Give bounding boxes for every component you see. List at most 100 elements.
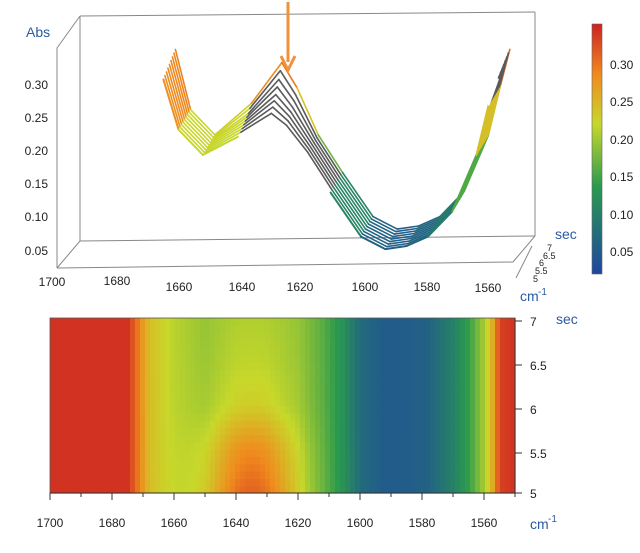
heatmap-cell xyxy=(90,369,96,377)
heatmap-cell xyxy=(90,383,96,392)
heatmap-cell xyxy=(305,354,311,363)
heatmap-cell xyxy=(470,376,476,385)
heatmap-cell xyxy=(460,478,466,487)
heatmap-cell xyxy=(205,427,211,436)
heatmap-cell xyxy=(290,434,296,443)
heatmap-cell xyxy=(205,390,211,399)
heatmap-cell xyxy=(155,412,161,421)
heatmap-cell xyxy=(145,369,151,377)
heatmap-cell xyxy=(250,456,256,465)
heatmap-cell xyxy=(215,361,221,370)
heatmap-cell xyxy=(85,463,91,472)
heatmap-cell xyxy=(350,398,356,407)
heatmap-cell xyxy=(255,390,261,399)
heatmap-cell xyxy=(75,434,81,443)
heatmap-cell xyxy=(195,347,201,356)
heatmap-cell xyxy=(475,478,481,487)
heatmap-cell xyxy=(130,361,136,370)
heatmap-cell xyxy=(70,478,76,487)
heatmap-cell xyxy=(90,449,96,458)
heatmap-cell xyxy=(245,412,251,421)
heatmap-cell xyxy=(505,339,511,348)
surface-line-segment xyxy=(417,215,441,227)
heatmap-cell xyxy=(110,339,116,348)
heatmap-cell xyxy=(190,369,196,377)
heatmap-cell xyxy=(345,347,351,356)
heatmap-cell xyxy=(195,376,201,385)
heatmap-cell xyxy=(295,449,301,458)
heatmap-cell xyxy=(380,434,386,443)
heatmap-cell xyxy=(105,463,111,472)
heatmap-cell xyxy=(365,471,371,480)
heatmap-cell xyxy=(100,318,106,326)
heatmap-cell xyxy=(180,420,186,428)
surface-line-segment xyxy=(370,218,397,233)
heatmap-cell xyxy=(255,485,261,494)
heatmap-cell xyxy=(295,361,301,370)
heatmap-cell xyxy=(320,471,326,480)
heatmap-cell xyxy=(445,471,451,480)
heatmap-cell xyxy=(290,390,296,399)
heatmap-cell xyxy=(340,485,346,494)
heatmap-cell xyxy=(60,339,66,348)
heatmap-cell xyxy=(425,456,431,465)
heatmap-cell xyxy=(335,390,341,399)
heatmap-cell xyxy=(260,485,266,494)
heatmap-cell xyxy=(75,478,81,487)
heatmap-cell xyxy=(370,332,376,341)
heatmap-cell xyxy=(280,383,286,392)
heatmap-cell xyxy=(85,441,91,450)
box-right-bottom-edge xyxy=(512,235,536,263)
heatmap-cell xyxy=(250,347,256,356)
heatmap-cell xyxy=(490,420,496,428)
heatmap-cell xyxy=(330,376,336,385)
heatmap-cell xyxy=(60,412,66,421)
heatmap-cell xyxy=(135,485,141,494)
heatmap-cell xyxy=(125,361,131,370)
heatmap-cell xyxy=(160,347,166,356)
heatmap-cell xyxy=(455,325,461,334)
heatmap-cell xyxy=(130,376,136,385)
heatmap-cell xyxy=(500,456,506,465)
heatmap-cell xyxy=(345,420,351,428)
heatmap-cell xyxy=(55,354,61,363)
heatmap-cell xyxy=(205,485,211,494)
heatmap-cell xyxy=(370,463,376,472)
heatmap-cell xyxy=(410,325,416,334)
heatmap-cell xyxy=(395,318,401,326)
heatmap-cell xyxy=(420,420,426,428)
heatmap-cell xyxy=(490,398,496,407)
heatmap-cell xyxy=(80,434,86,443)
heatmap-cell xyxy=(475,347,481,356)
heatmap-cell xyxy=(65,318,71,326)
heatmap-cell xyxy=(445,390,451,399)
heatmap-cell xyxy=(330,478,336,487)
heatmap-cell xyxy=(155,318,161,326)
surface-line-segment xyxy=(250,61,283,105)
heatmap-cell xyxy=(430,398,436,407)
heatmap-cell xyxy=(90,456,96,465)
heatmap-cell xyxy=(360,383,366,392)
heatmap-cell xyxy=(355,420,361,428)
heatmap-cell xyxy=(215,434,221,443)
heatmap-cell xyxy=(90,354,96,363)
heatmap-cell xyxy=(275,420,281,428)
heatmap-cell xyxy=(210,376,216,385)
surface-line-segment xyxy=(332,186,365,233)
heatmap-cell xyxy=(235,420,241,428)
heatmap-cell xyxy=(245,339,251,348)
heatmap-cell xyxy=(95,456,101,465)
heatmap-cell xyxy=(150,354,156,363)
heatmap-cell xyxy=(210,456,216,465)
heatmap-cell xyxy=(235,339,241,348)
heatmap-cell xyxy=(370,478,376,487)
wavenumber-tick-1600: 1600 xyxy=(347,516,374,530)
heatmap-cell xyxy=(295,347,301,356)
heatmap-cell xyxy=(455,449,461,458)
heatmap-cell xyxy=(505,420,511,428)
heatmap-cell xyxy=(385,347,391,356)
heatmap-cell xyxy=(510,339,516,348)
surface-line-segment xyxy=(387,240,411,245)
heatmap-cell xyxy=(480,412,486,421)
heatmap-cell xyxy=(85,398,91,407)
